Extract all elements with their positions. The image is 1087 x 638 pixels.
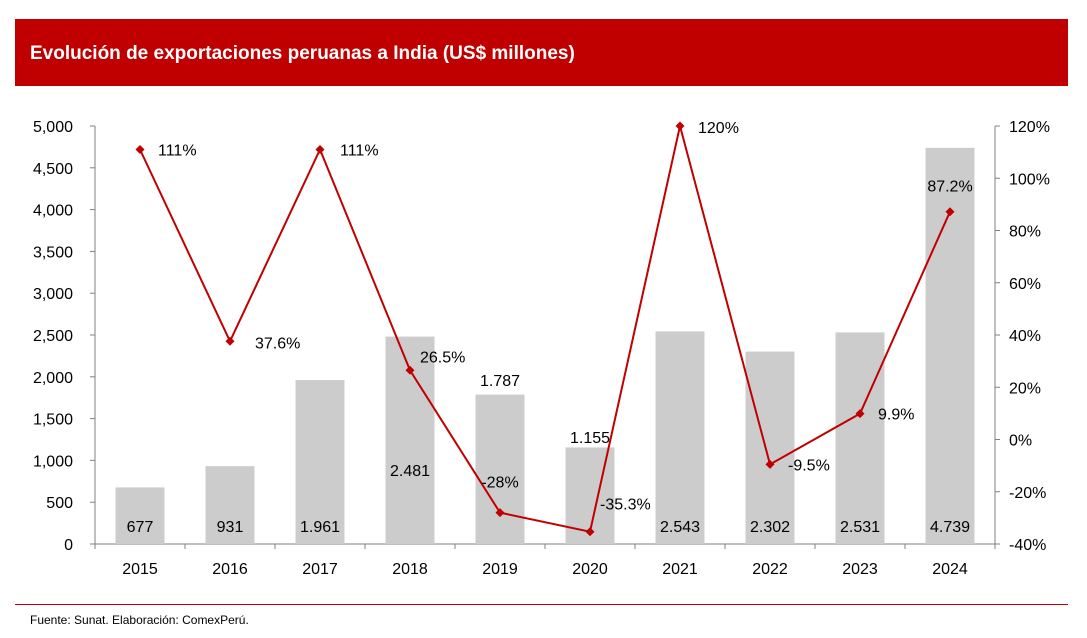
bar-data-label: 2.302 bbox=[750, 519, 790, 536]
left-tick-label: 5,000 bbox=[33, 119, 73, 136]
left-tick-label: 1,000 bbox=[33, 453, 73, 470]
line-point bbox=[675, 121, 685, 131]
right-tick-label: 80% bbox=[1009, 224, 1041, 241]
line-data-label: 87.2% bbox=[927, 179, 972, 196]
bar bbox=[655, 331, 705, 544]
right-tick-label: 100% bbox=[1009, 171, 1050, 188]
line-data-label: 37.6% bbox=[255, 335, 300, 352]
x-tick-label: 2020 bbox=[572, 561, 608, 578]
x-tick-label: 2024 bbox=[932, 561, 968, 578]
right-tick-label: 20% bbox=[1009, 380, 1041, 397]
x-tick-label: 2016 bbox=[212, 561, 248, 578]
line-data-label: 26.5% bbox=[420, 349, 465, 366]
bar bbox=[475, 394, 525, 544]
bar-data-label: 4.739 bbox=[930, 519, 970, 536]
left-tick-label: 2,500 bbox=[33, 328, 73, 345]
left-tick-label: 4,000 bbox=[33, 203, 73, 220]
x-tick-label: 2021 bbox=[662, 561, 698, 578]
line-point bbox=[945, 207, 955, 217]
left-tick-label: 4,500 bbox=[33, 161, 73, 178]
x-tick-label: 2018 bbox=[392, 561, 428, 578]
left-tick-label: 1,500 bbox=[33, 412, 73, 429]
bar-data-label: 1.787 bbox=[480, 373, 520, 390]
line-point bbox=[765, 459, 775, 469]
right-tick-label: 0% bbox=[1009, 433, 1032, 450]
left-tick-label: 0 bbox=[64, 537, 73, 554]
growth-line bbox=[139, 125, 951, 533]
line-data-label: -28% bbox=[481, 475, 518, 492]
bar-data-label: 1.961 bbox=[300, 519, 340, 536]
line-point bbox=[315, 145, 325, 155]
bar-data-label: 677 bbox=[127, 519, 154, 536]
bar bbox=[115, 487, 165, 544]
x-tick-label: 2017 bbox=[302, 561, 338, 578]
bar bbox=[835, 332, 885, 544]
right-tick-label: -40% bbox=[1009, 537, 1046, 554]
left-tick-label: 3,500 bbox=[33, 244, 73, 261]
right-tick-label: 60% bbox=[1009, 276, 1041, 293]
line-point bbox=[585, 527, 595, 537]
line-point bbox=[135, 145, 145, 155]
bar-data-label: 931 bbox=[217, 519, 244, 536]
x-tick-label: 2023 bbox=[842, 561, 878, 578]
x-tick-label: 2019 bbox=[482, 561, 518, 578]
bar bbox=[205, 466, 255, 544]
left-tick-label: 3,000 bbox=[33, 286, 73, 303]
bar bbox=[295, 380, 345, 544]
line-data-label: 111% bbox=[340, 143, 379, 160]
right-tick-label: 40% bbox=[1009, 328, 1041, 345]
bar bbox=[745, 351, 795, 544]
bar-data-label: 1.155 bbox=[570, 430, 610, 447]
line-point bbox=[855, 409, 865, 419]
right-tick-label: 120% bbox=[1009, 119, 1050, 136]
line-point bbox=[495, 508, 505, 518]
bar-data-label: 2.531 bbox=[840, 519, 880, 536]
x-tick-label: 2022 bbox=[752, 561, 788, 578]
left-tick-label: 2,000 bbox=[33, 370, 73, 387]
line-data-label: 120% bbox=[698, 120, 739, 137]
line-data-label: 111% bbox=[158, 143, 197, 160]
line-data-label: -35.3% bbox=[600, 497, 651, 514]
x-tick-label: 2015 bbox=[122, 561, 158, 578]
chart-title: Evolución de exportaciones peruanas a In… bbox=[30, 43, 575, 64]
bar-data-label: 2.481 bbox=[390, 463, 430, 480]
right-tick-label: -20% bbox=[1009, 485, 1046, 502]
left-tick-label: 500 bbox=[46, 495, 73, 512]
line-point bbox=[225, 336, 235, 346]
footer-divider bbox=[15, 604, 1068, 605]
line-point bbox=[405, 365, 415, 375]
bar-data-label: 2.543 bbox=[660, 519, 700, 536]
source-note: Fuente: Sunat. Elaboración: ComexPerú. bbox=[30, 613, 249, 627]
line-data-label: 9.9% bbox=[878, 407, 914, 424]
chart-header: Evolución de exportaciones peruanas a In… bbox=[15, 19, 1068, 86]
line-data-label: -9.5% bbox=[788, 457, 830, 474]
